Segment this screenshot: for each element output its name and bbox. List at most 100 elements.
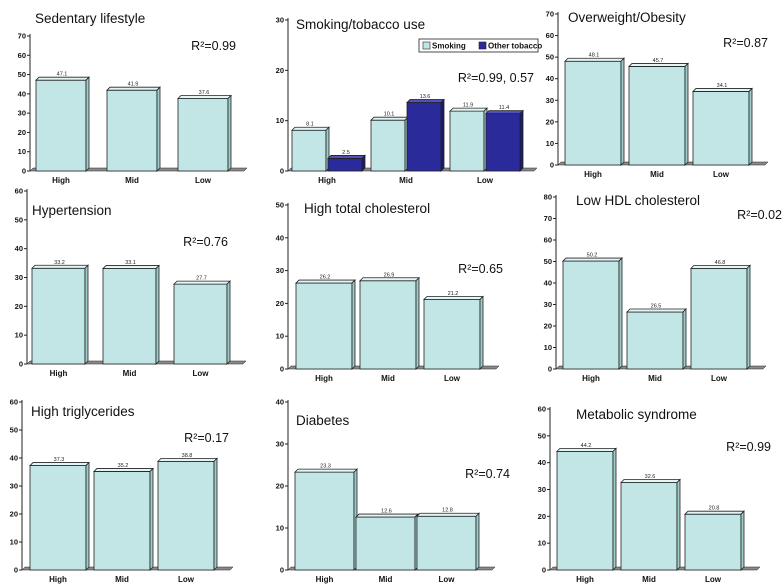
y-tick-label: 50 [15, 215, 23, 224]
chart-panel-9: Metabolic syndrome R²=0.99 0 10 20 30 40 50 60 44… [538, 405, 771, 585]
y-tick-label: 40 [538, 458, 546, 467]
bar-mid [102, 264, 160, 365]
bar-front [690, 267, 748, 370]
x-tick-label: High [582, 374, 600, 383]
bar-front [449, 110, 485, 172]
y-tick-label: 60 [15, 187, 23, 196]
data-label: 34.1 [717, 83, 728, 89]
legend-label: Other tobacco [488, 42, 542, 51]
bar-front [35, 79, 87, 172]
r2-annotation: R²=0.65 [458, 262, 503, 276]
data-label: 45.7 [653, 58, 664, 64]
bar-side [227, 94, 232, 172]
y-tick-label: 10 [276, 524, 284, 533]
y-tick-label: 20 [276, 299, 284, 308]
data-label: 33.1 [125, 260, 136, 266]
bar-side [85, 461, 90, 571]
y-tick-label: 70 [544, 214, 552, 223]
bar-low [173, 280, 231, 365]
bar-front [102, 268, 157, 365]
y-tick-label: 40 [276, 398, 284, 407]
y-tick-label: 0 [280, 365, 284, 374]
bar-side [226, 280, 231, 365]
data-label: 23.3 [320, 464, 331, 470]
y-tick-label: 40 [10, 454, 18, 463]
x-tick-label: Low [713, 170, 730, 179]
y-tick-label: 30 [276, 440, 284, 449]
x-tick-label: Mid [650, 170, 664, 179]
r2-annotation: R²=0.74 [465, 467, 510, 481]
bar-front [406, 102, 442, 172]
legend-swatch [478, 41, 487, 50]
data-label: 50.2 [587, 253, 598, 259]
x-tick-label: High [49, 575, 67, 584]
bar-side [479, 295, 484, 370]
y-tick-label: 30 [10, 482, 18, 491]
y-tick-label: 10 [544, 343, 552, 352]
data-label: 26.9 [384, 272, 395, 278]
bar-front [620, 482, 678, 571]
y-tick-label: 0 [14, 566, 18, 575]
y-tick-label: 40 [276, 233, 284, 242]
y-tick-label: 60 [10, 398, 18, 407]
y-tick-label: 30 [276, 266, 284, 275]
x-tick-label: High [584, 170, 602, 179]
bar-front [93, 471, 151, 571]
bar-side [149, 467, 154, 571]
chart-panel-7: High triglycerides R²=0.17 0 10 20 30 40 50 60 37… [10, 398, 234, 584]
panel-title: Hypertension [32, 203, 112, 218]
y-tick-label: 0 [280, 566, 284, 575]
r2-annotation: R²=0.76 [183, 235, 228, 249]
y-tick-label: 20 [538, 512, 546, 521]
bar-mid [359, 276, 420, 370]
data-label: 44.2 [581, 443, 592, 449]
y-tick-label: 70 [18, 32, 26, 41]
data-label: 37.6 [199, 90, 210, 96]
bar-side [156, 86, 161, 172]
bar-side [612, 447, 617, 571]
y-tick-label: 10 [538, 539, 546, 548]
bar-high [29, 461, 90, 571]
data-label: 8.1 [306, 122, 314, 128]
data-label: 12.6 [381, 509, 392, 515]
chart-panel-8: Diabetes R²=0.74 0 10 20 30 40 23.3 High 12.6 Mid 1… [276, 398, 510, 585]
y-tick-label: 60 [544, 236, 552, 245]
bar-high [295, 279, 356, 370]
panel-title: Metabolic syndrome [576, 407, 697, 422]
x-tick-label: High [318, 176, 336, 185]
y-tick-label: 10 [15, 331, 23, 340]
data-label: 27.7 [196, 276, 207, 282]
bar-side [746, 264, 751, 370]
x-tick-label: Mid [648, 374, 662, 383]
legend-label: Smoking [432, 42, 466, 51]
x-tick-label: High [315, 374, 333, 383]
bar-front [556, 450, 614, 571]
bar-high [562, 257, 623, 370]
y-tick-label: 40 [544, 279, 552, 288]
bar-front [684, 513, 742, 571]
r2-annotation: R²=0.99 [191, 39, 236, 53]
data-label: 46.8 [715, 260, 726, 266]
bar-side [620, 57, 625, 166]
data-label: 47.1 [57, 72, 68, 78]
y-tick-label: 20 [10, 510, 18, 519]
bar-low-1 [485, 109, 524, 172]
bar-side [415, 276, 420, 370]
bar-front [29, 465, 87, 571]
panel-title: Smoking/tobacco use [296, 17, 425, 32]
bar-mid-0 [370, 116, 409, 172]
x-tick-label: Low [705, 575, 722, 584]
bar-front [423, 299, 481, 370]
chart-panel-4: Hypertension R²=0.76 0 10 20 30 40 50 60 33.2 High… [15, 187, 247, 378]
bar-front [626, 311, 684, 370]
bar-low [157, 457, 218, 571]
x-tick-label: Mid [379, 575, 393, 584]
bar-front [355, 516, 416, 571]
y-tick-label: 10 [18, 147, 26, 156]
x-tick-label: Low [193, 369, 210, 378]
bar-side [361, 154, 366, 172]
y-tick-label: 20 [276, 66, 284, 75]
x-tick-label: Low [195, 176, 212, 185]
y-tick-label: 50 [276, 201, 284, 210]
bar-low [690, 264, 751, 370]
